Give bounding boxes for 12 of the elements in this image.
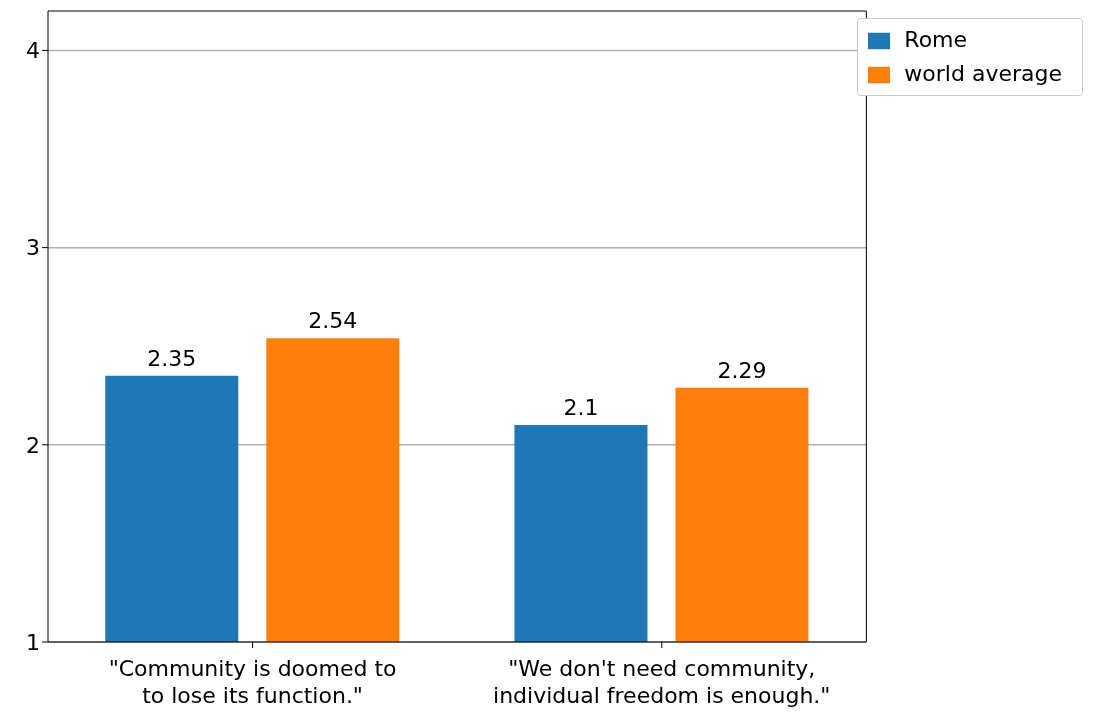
- data-label: 2.54: [308, 308, 358, 334]
- legend-label: world average: [904, 61, 1062, 86]
- data-label: 2.1: [563, 395, 599, 421]
- data-label: 2.35: [147, 345, 197, 371]
- data-label: 2.29: [717, 357, 767, 383]
- x-tick-label: "Community is doomed to to lose its function.": [108, 656, 397, 708]
- legend-label: Rome: [904, 27, 968, 52]
- y-tick-label: 2: [26, 432, 40, 458]
- y-tick-label: 3: [26, 235, 40, 261]
- x-tick-label: "We don't need community, individual freedom is enough.": [493, 656, 831, 708]
- y-tick-label: 4: [26, 38, 40, 64]
- y-tick-label: 1: [26, 629, 40, 655]
